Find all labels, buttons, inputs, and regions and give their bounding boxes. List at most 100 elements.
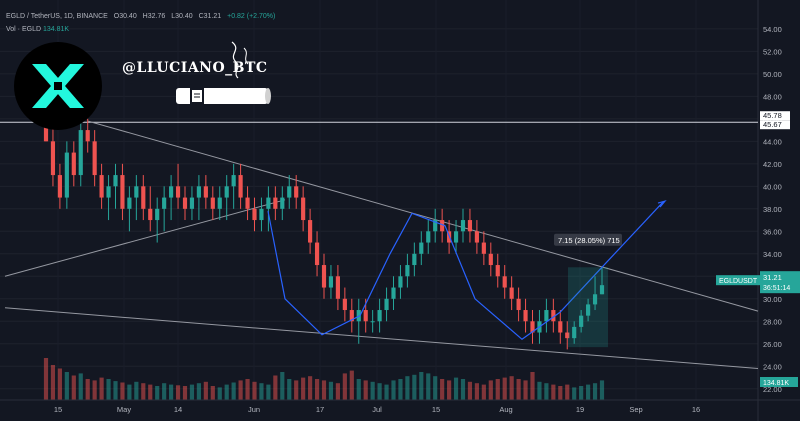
candle-body[interactable] xyxy=(273,197,278,209)
candle-body[interactable] xyxy=(335,276,340,299)
candle-body[interactable] xyxy=(592,294,598,305)
candle-body[interactable] xyxy=(586,304,591,316)
candle-body[interactable] xyxy=(384,298,389,311)
candle-body[interactable] xyxy=(169,186,174,198)
symbol-line[interactable]: EGLD / TetherUS, 1D, BINANCE xyxy=(6,13,108,20)
candle-body[interactable] xyxy=(127,197,132,209)
candle-body[interactable] xyxy=(460,220,466,232)
candle-body[interactable] xyxy=(259,208,264,221)
candle-body[interactable] xyxy=(224,186,229,198)
candle-body[interactable] xyxy=(551,310,556,322)
candle-body[interactable] xyxy=(398,276,403,288)
candle-body[interactable] xyxy=(426,231,431,243)
candle-body[interactable] xyxy=(210,197,215,209)
candle-body[interactable] xyxy=(440,220,445,232)
candle-body[interactable] xyxy=(280,197,285,209)
candle-body[interactable] xyxy=(238,175,243,198)
candle-body[interactable] xyxy=(579,315,584,327)
candle-body[interactable] xyxy=(314,242,320,266)
candle-body[interactable] xyxy=(495,265,500,277)
volume-bar xyxy=(266,384,271,400)
candle-body[interactable] xyxy=(245,197,250,209)
volume-bar xyxy=(433,376,438,400)
price-tick-label: 54.00 xyxy=(763,25,782,34)
candle-body[interactable] xyxy=(196,186,201,198)
candle-body[interactable] xyxy=(113,175,118,187)
candle-body[interactable] xyxy=(405,265,410,277)
volume-bar xyxy=(78,373,83,400)
ascending-trendline[interactable] xyxy=(4,199,286,277)
multiversx-logo xyxy=(14,42,102,130)
candle-body[interactable] xyxy=(530,321,535,333)
candle-body[interactable] xyxy=(50,141,56,176)
candle-body[interactable] xyxy=(64,152,69,198)
candle-body[interactable] xyxy=(141,186,146,209)
candle-body[interactable] xyxy=(523,310,528,322)
candle-body[interactable] xyxy=(203,186,208,198)
candle-body[interactable] xyxy=(321,265,327,288)
volume-bar xyxy=(113,381,118,400)
candle-body[interactable] xyxy=(231,175,236,187)
candle-body[interactable] xyxy=(294,186,299,198)
candle-body[interactable] xyxy=(155,208,160,221)
candle-body[interactable] xyxy=(99,175,104,198)
candle-body[interactable] xyxy=(544,310,549,322)
candle-body[interactable] xyxy=(308,220,313,243)
candle-body[interactable] xyxy=(266,197,271,209)
projection-arrow[interactable] xyxy=(603,201,664,266)
wave-pattern-line[interactable] xyxy=(267,210,605,341)
candle-body[interactable] xyxy=(120,175,125,209)
candle-body[interactable] xyxy=(189,197,195,209)
candle-body[interactable] xyxy=(433,220,438,232)
last-price-box xyxy=(760,271,800,294)
candle-body[interactable] xyxy=(572,326,577,339)
candle-body[interactable] xyxy=(287,186,292,198)
candle-body[interactable] xyxy=(474,231,479,243)
volume-bar xyxy=(50,365,56,400)
candle-body[interactable] xyxy=(467,220,473,232)
candle-body[interactable] xyxy=(85,130,90,142)
candle-body[interactable] xyxy=(565,332,570,339)
volume-bar xyxy=(537,381,542,400)
lower-trendline[interactable] xyxy=(4,307,759,370)
candle-body[interactable] xyxy=(328,276,334,288)
volume-bar xyxy=(175,385,181,400)
candle-body[interactable] xyxy=(175,186,181,198)
volume-bar xyxy=(481,384,486,400)
volume-bar xyxy=(189,384,195,400)
candle-body[interactable] xyxy=(182,197,188,209)
change-value: +0.82 (+2.70%) xyxy=(227,13,276,20)
candle-body[interactable] xyxy=(342,298,347,311)
candle-body[interactable] xyxy=(363,310,368,322)
candle-body[interactable] xyxy=(106,186,111,198)
candle-body[interactable] xyxy=(502,276,507,288)
candle-body[interactable] xyxy=(488,253,493,266)
measure-range-box[interactable] xyxy=(568,267,608,348)
candle-body[interactable] xyxy=(419,242,424,254)
volume-line[interactable]: Vol · EGLD xyxy=(6,26,42,33)
candle-body[interactable] xyxy=(252,208,257,221)
candle-body[interactable] xyxy=(162,197,167,209)
candle-body[interactable] xyxy=(558,321,563,333)
candle-body[interactable] xyxy=(92,141,97,176)
candle-body[interactable] xyxy=(349,310,354,322)
candle-body[interactable] xyxy=(453,231,459,243)
candle-body[interactable] xyxy=(57,175,62,198)
candle-body[interactable] xyxy=(370,321,375,323)
candle-body[interactable] xyxy=(391,287,396,299)
candle-body[interactable] xyxy=(217,197,222,209)
candle-body[interactable] xyxy=(481,242,486,254)
candle-body[interactable] xyxy=(516,298,521,311)
candle-body[interactable] xyxy=(377,310,382,322)
candle-body[interactable] xyxy=(412,253,417,266)
candle-body[interactable] xyxy=(148,208,153,221)
candle-body[interactable] xyxy=(301,197,306,221)
descending-trendline[interactable] xyxy=(87,120,759,312)
candle-body[interactable] xyxy=(78,130,83,176)
candle-body[interactable] xyxy=(599,285,605,295)
candle-body[interactable] xyxy=(509,287,514,299)
candle-body[interactable] xyxy=(71,152,76,176)
candle-body[interactable] xyxy=(134,186,139,198)
volume-bar xyxy=(558,386,563,400)
